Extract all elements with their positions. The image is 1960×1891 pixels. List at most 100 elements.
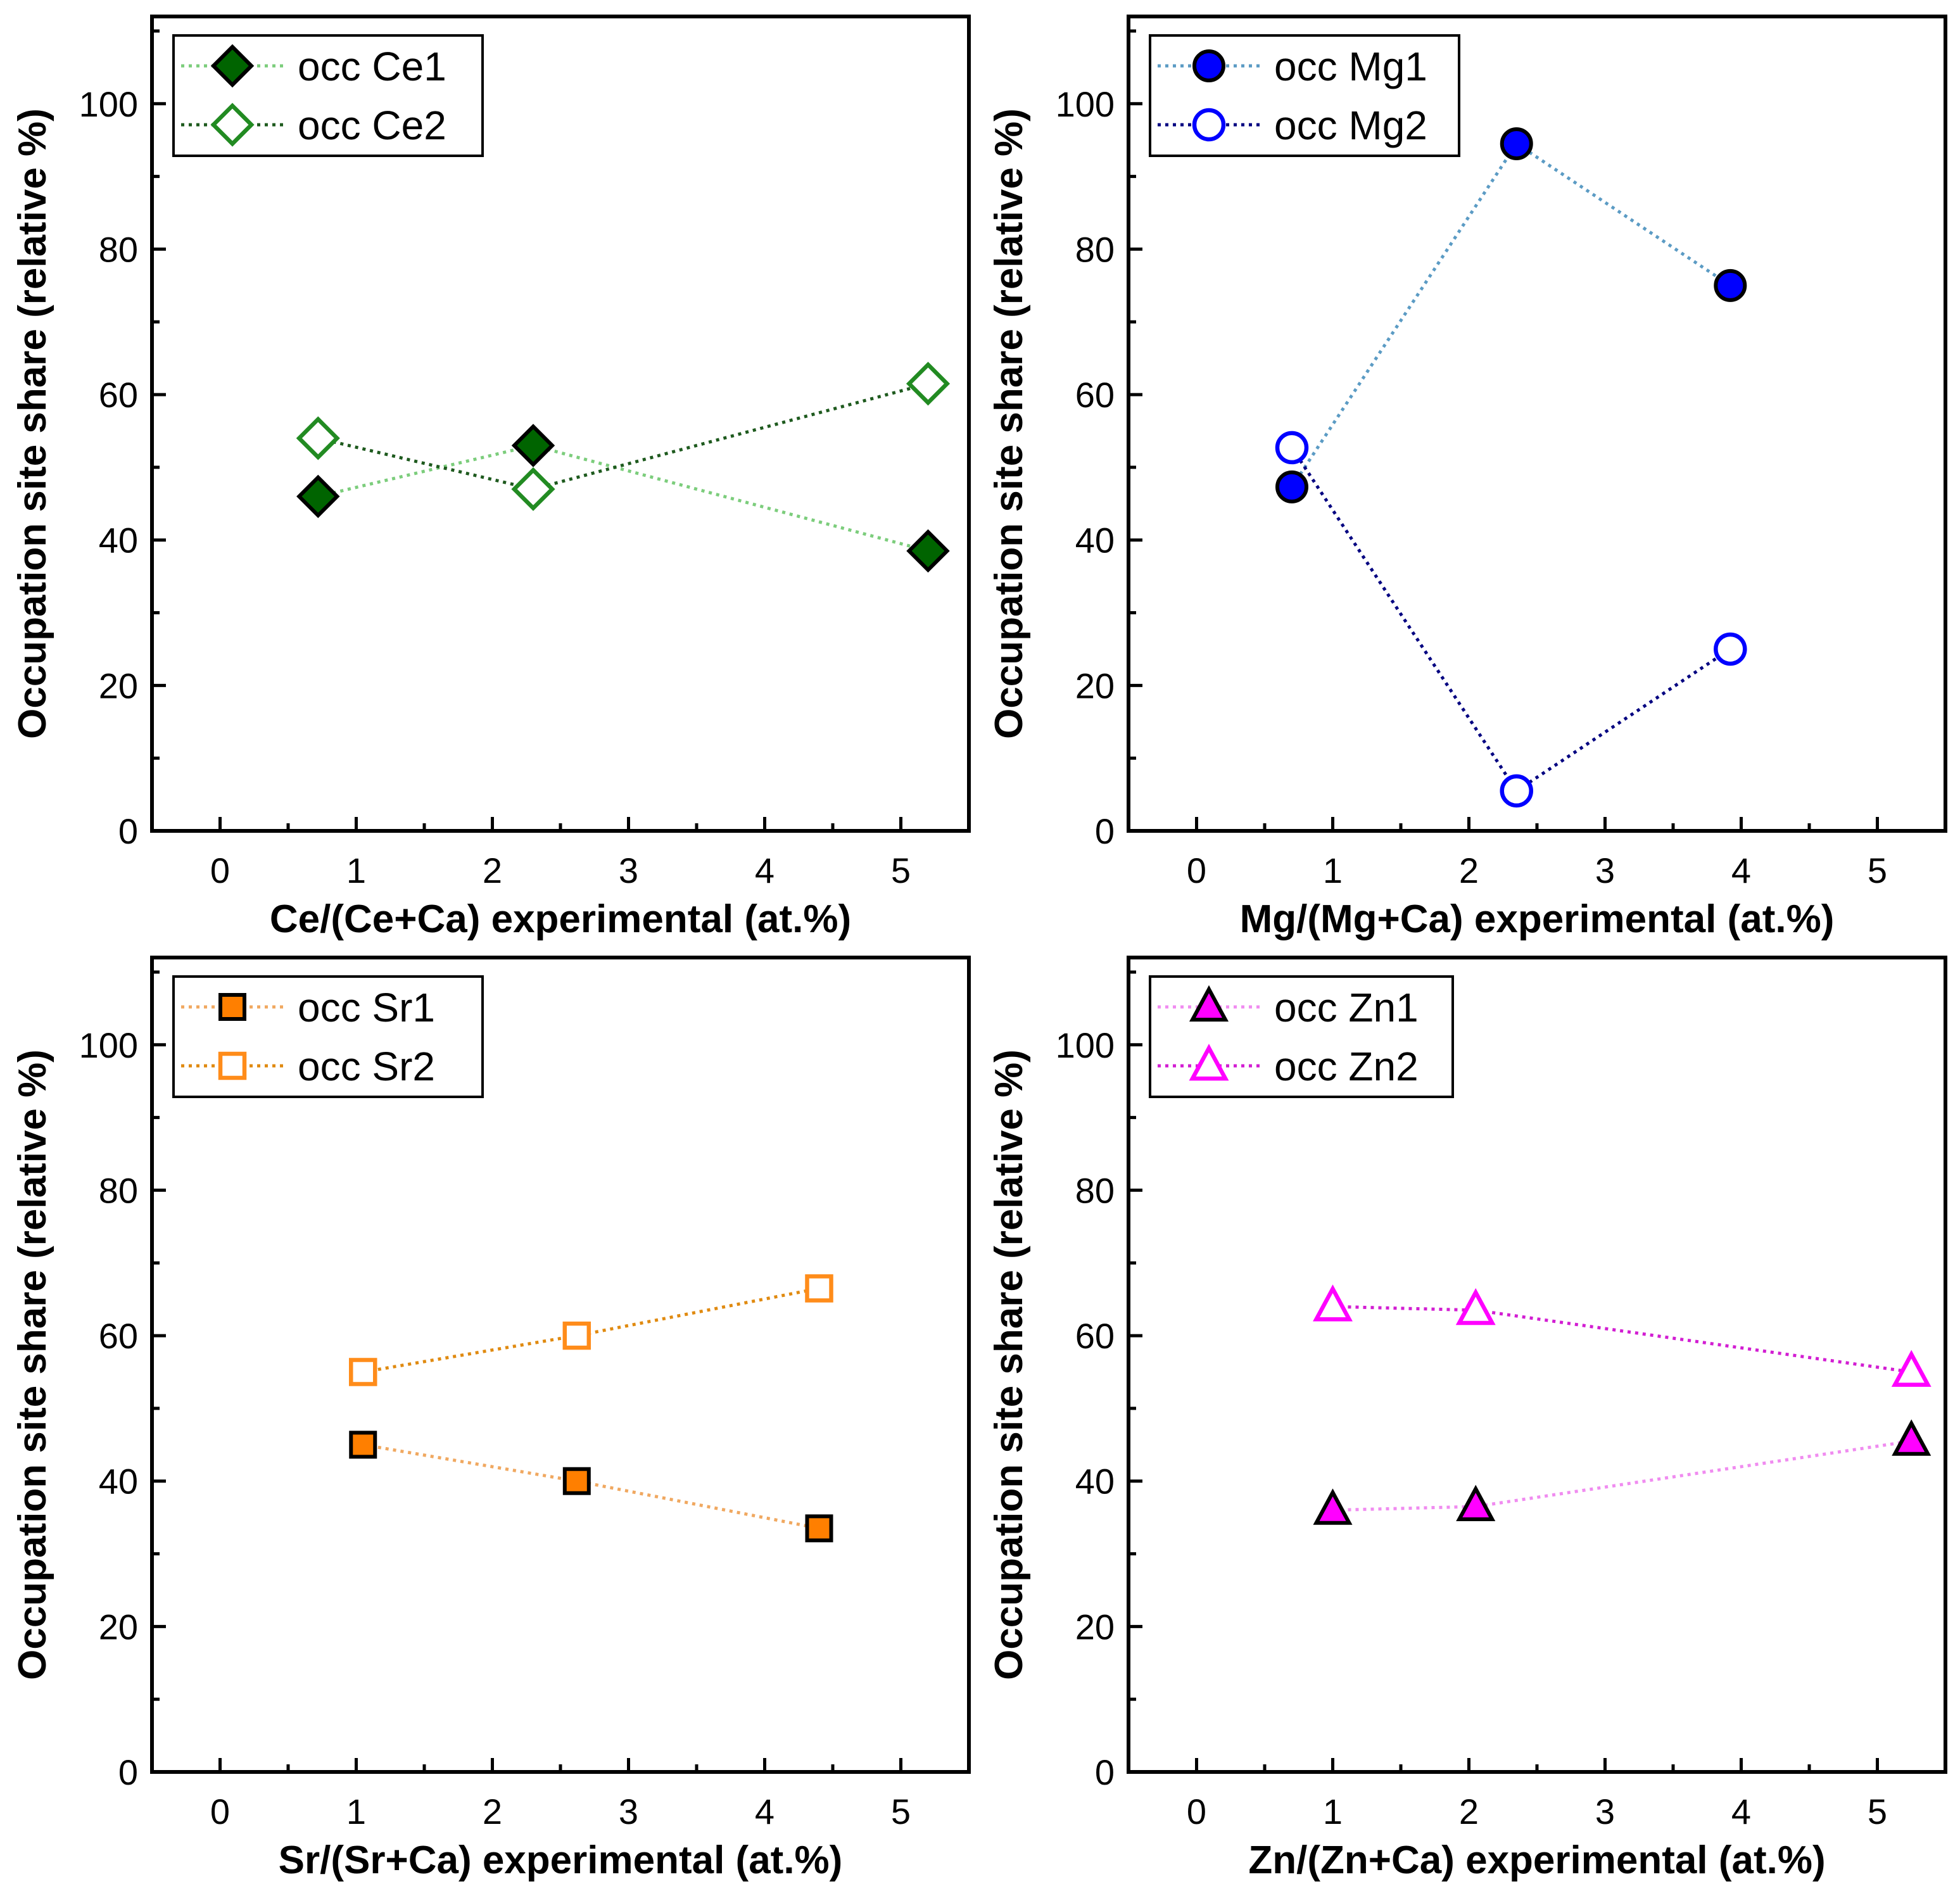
x-tick-label-ce: 1 <box>346 851 366 890</box>
x-tick-label-mg: 5 <box>1868 851 1887 890</box>
data-point-mg-2 <box>1714 632 1747 666</box>
y-tick-label-zn: 60 <box>1075 1316 1115 1356</box>
y-tick-label-sr: 20 <box>99 1607 138 1647</box>
legend-label-sr-2: occ Sr2 <box>298 1044 435 1089</box>
series-line-sr-1 <box>362 1443 819 1530</box>
data-point-sr-2 <box>349 1358 377 1386</box>
x-tick-label-ce: 0 <box>210 851 230 890</box>
y-tick-label-mg: 0 <box>1095 811 1115 851</box>
data-point-zn-2 <box>1891 1350 1932 1387</box>
x-axis-title-mg: Mg/(Mg+Ca) experimental (at.%) <box>1240 897 1835 941</box>
data-point-zn-2 <box>1455 1288 1496 1325</box>
y-axis-title-mg: Occupation site share (relative %) <box>987 108 1031 739</box>
y-tick-label-mg: 20 <box>1075 666 1115 705</box>
data-point-mg-1 <box>1714 269 1747 302</box>
x-tick-label-zn: 4 <box>1731 1792 1751 1831</box>
y-tick-label-zn: 0 <box>1095 1752 1115 1792</box>
data-point-ce-1 <box>906 529 950 573</box>
series-line-mg-2 <box>1290 446 1731 794</box>
x-tick-label-zn: 1 <box>1323 1792 1343 1831</box>
data-point-mg-1 <box>1275 470 1308 503</box>
x-tick-label-mg: 3 <box>1595 851 1615 890</box>
legend-marker-ce-2 <box>210 103 255 147</box>
y-tick-label-ce: 20 <box>99 666 138 705</box>
y-tick-label-sr: 40 <box>99 1462 138 1502</box>
y-axis-title-sr: Occupation site share (relative %) <box>11 1049 54 1680</box>
x-tick-label-ce: 2 <box>483 851 502 890</box>
legend-label-sr-1: occ Sr1 <box>298 985 435 1030</box>
panel-sr: 0 1 2 3 4 5 0 20 40 60 80 100 Sr/(Sr+Ca) experimenta… <box>11 956 971 1882</box>
y-tick-label-mg: 60 <box>1075 375 1115 415</box>
legend-marker-mg-2 <box>1192 108 1226 142</box>
y-tick-label-ce: 80 <box>99 229 138 269</box>
x-tick-label-sr: 2 <box>483 1792 502 1831</box>
data-point-ce-1 <box>511 424 555 467</box>
y-tick-label-sr: 0 <box>118 1752 138 1792</box>
data-point-sr-1 <box>349 1431 377 1459</box>
x-tick-label-mg: 4 <box>1731 851 1751 890</box>
x-tick-label-zn: 0 <box>1187 1792 1206 1831</box>
x-tick-label-sr: 5 <box>891 1792 911 1831</box>
x-axis-title-zn: Zn/(Zn+Ca) experimental (at.%) <box>1248 1838 1825 1882</box>
data-point-zn-2 <box>1313 1284 1353 1322</box>
series-line-zn-1 <box>1332 1439 1912 1512</box>
y-tick-label-zn: 80 <box>1075 1170 1115 1210</box>
x-tick-label-mg: 2 <box>1459 851 1479 890</box>
series-line-mg-1 <box>1290 141 1731 488</box>
x-tick-label-mg: 0 <box>1187 851 1206 890</box>
panel-mg: 0 1 2 3 4 5 0 20 40 60 80 100 Mg/(Mg+Ca) experimenta… <box>987 15 1947 941</box>
x-tick-label-sr: 1 <box>346 1792 366 1831</box>
y-tick-label-ce: 100 <box>79 84 138 124</box>
legend-marker-sr-2 <box>218 1051 247 1080</box>
data-point-zn-1 <box>1892 1419 1932 1456</box>
series-line-sr-2 <box>362 1286 819 1374</box>
y-axis-title-zn: Occupation site share (relative %) <box>987 1049 1031 1680</box>
x-tick-label-ce: 4 <box>755 851 775 890</box>
x-tick-label-zn: 3 <box>1595 1792 1615 1831</box>
y-tick-label-zn: 40 <box>1075 1462 1115 1502</box>
x-tick-label-mg: 1 <box>1323 851 1343 890</box>
y-tick-label-sr: 100 <box>79 1025 138 1065</box>
legend-label-zn-1: occ Zn1 <box>1274 985 1419 1030</box>
data-point-mg-2 <box>1500 774 1533 808</box>
legend-label-ce-2: occ Ce2 <box>298 103 446 148</box>
y-tick-label-ce: 60 <box>99 375 138 415</box>
data-point-sr-1 <box>562 1467 591 1495</box>
legend-marker-ce-1 <box>210 44 255 88</box>
y-tick-label-zn: 100 <box>1056 1025 1115 1065</box>
y-tick-label-mg: 40 <box>1075 521 1115 560</box>
data-point-ce-2 <box>296 416 340 460</box>
x-tick-label-ce: 3 <box>619 851 638 890</box>
data-point-sr-1 <box>805 1514 833 1543</box>
y-tick-label-ce: 40 <box>99 521 138 560</box>
panel-ce: 0 1 2 3 4 5 0 20 40 60 80 100 Ce/(Ce+Ca) experimenta… <box>11 15 971 941</box>
y-axis-title-ce: Occupation site share (relative %) <box>11 108 54 739</box>
y-tick-label-sr: 80 <box>99 1170 138 1210</box>
y-tick-label-mg: 80 <box>1075 229 1115 269</box>
legend-marker-sr-1 <box>218 993 246 1021</box>
x-tick-label-ce: 5 <box>891 851 911 890</box>
x-tick-label-zn: 2 <box>1459 1792 1479 1831</box>
legend-label-mg-2: occ Mg2 <box>1274 103 1427 148</box>
legend-label-zn-2: occ Zn2 <box>1274 1044 1419 1089</box>
legend-marker-mg-1 <box>1192 49 1225 82</box>
y-tick-label-zn: 20 <box>1075 1607 1115 1647</box>
legend-marker-zn-1 <box>1189 985 1229 1022</box>
legend-label-ce-1: occ Ce1 <box>298 44 446 89</box>
legend-marker-zn-2 <box>1189 1044 1229 1081</box>
x-axis-title-ce: Ce/(Ce+Ca) experimental (at.%) <box>270 897 851 941</box>
y-tick-label-ce: 0 <box>118 811 138 851</box>
data-point-zn-1 <box>1456 1484 1496 1522</box>
x-axis-title-sr: Sr/(Sr+Ca) experimental (at.%) <box>279 1838 843 1882</box>
data-point-ce-2 <box>511 467 555 511</box>
x-tick-label-sr: 4 <box>755 1792 775 1831</box>
x-tick-label-zn: 5 <box>1868 1792 1887 1831</box>
data-point-sr-2 <box>805 1274 833 1303</box>
data-point-zn-1 <box>1313 1488 1353 1525</box>
data-point-mg-1 <box>1500 127 1533 160</box>
y-tick-label-mg: 100 <box>1056 84 1115 124</box>
panel-zn: 0 1 2 3 4 5 0 20 40 60 80 100 Zn/(Zn+Ca) experimenta… <box>987 956 1947 1882</box>
x-tick-label-sr: 0 <box>210 1792 230 1831</box>
data-point-ce-1 <box>296 474 340 519</box>
